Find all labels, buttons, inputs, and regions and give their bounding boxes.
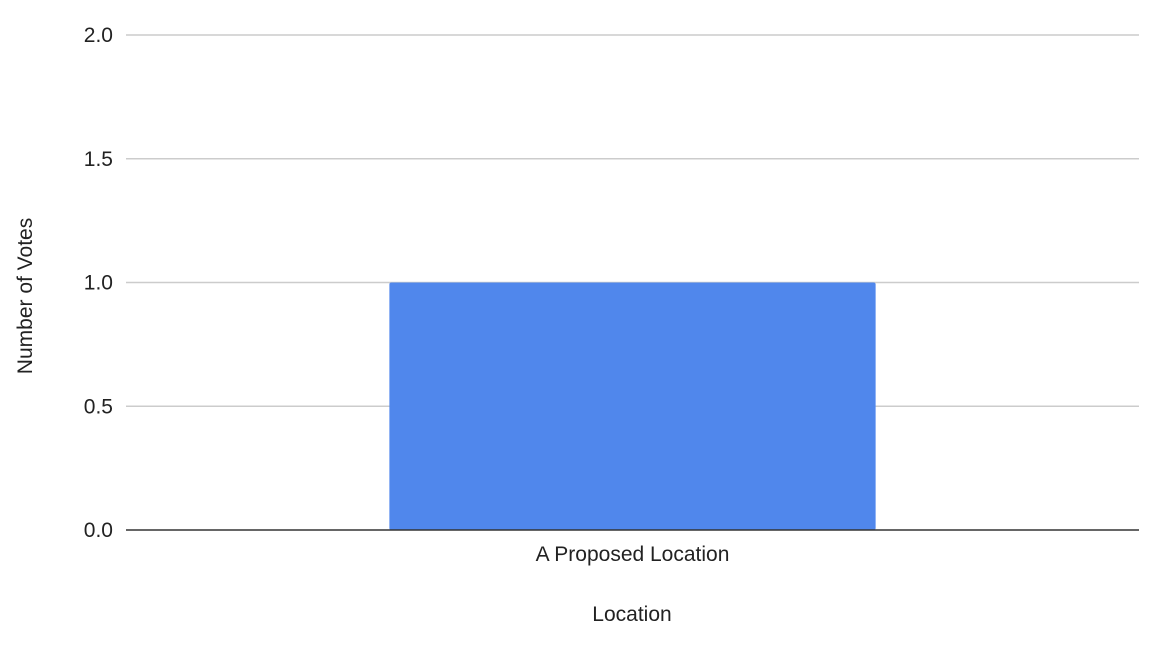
bars xyxy=(389,282,876,530)
y-tick-label: 1.0 xyxy=(84,272,113,295)
x-axis-title: Location xyxy=(592,603,671,626)
y-tick-label: 2.0 xyxy=(84,24,113,47)
y-axis-title: Number of Votes xyxy=(14,218,37,374)
y-tick-label: 0.5 xyxy=(84,395,113,418)
y-tick-label: 0.0 xyxy=(84,519,113,542)
x-tick-labels: A Proposed Location xyxy=(536,543,730,566)
bar xyxy=(389,282,876,530)
y-tick-labels: 0.0 0.5 1.0 1.5 2.0 xyxy=(84,24,113,542)
x-tick-label: A Proposed Location xyxy=(536,543,730,566)
y-tick-label: 1.5 xyxy=(84,148,113,171)
